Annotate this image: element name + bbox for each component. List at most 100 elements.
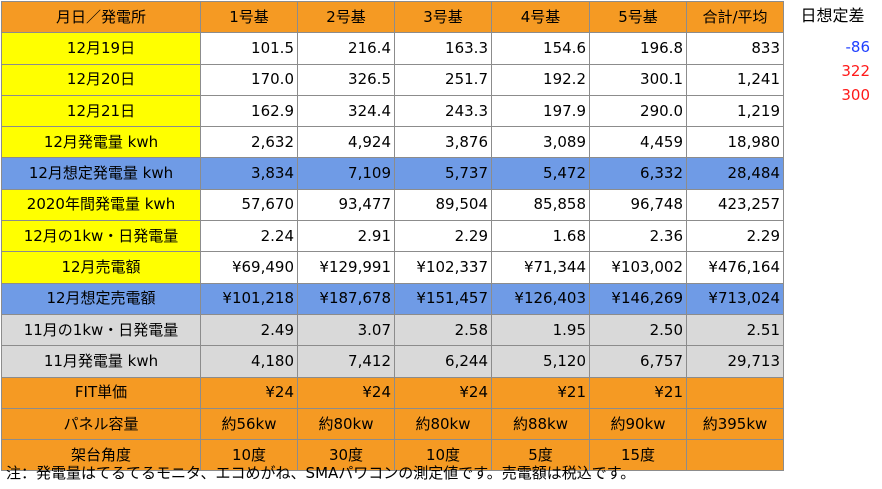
cell-unit-4: 85,858: [491, 188, 590, 222]
cell-unit-4: ¥21: [491, 376, 590, 409]
cell-unit-2: 7,412: [297, 345, 395, 378]
daily-expected-diff-value: 322: [841, 62, 870, 80]
table-row-fit-price: FIT単価 ¥24 ¥24 ¥24 ¥21 ¥21: [1, 376, 784, 409]
cell-unit-1: 57,670: [200, 188, 298, 222]
cell-unit-4: ¥71,344: [491, 251, 590, 284]
cell-unit-3: 10度: [394, 439, 492, 472]
cell-total: 約395kw: [686, 407, 784, 441]
table-row-mount-angle: 架台角度 10度 30度 10度 5度 15度: [1, 439, 784, 472]
cell-unit-5: 290.0: [589, 94, 687, 128]
cell-unit-3: 2.58: [394, 313, 492, 347]
cell-total: 2.29: [686, 220, 784, 253]
table-row-dec21: 12月21日 162.9 324.4 243.3 197.9 290.0 1,2…: [1, 94, 784, 128]
row-label: 11月の1kw・日発電量: [1, 313, 201, 347]
cell-unit-3: 6,244: [394, 345, 492, 378]
cell-unit-1: 2.49: [200, 313, 298, 347]
cell-unit-1: 4,180: [200, 345, 298, 378]
cell-total: [686, 376, 784, 409]
cell-unit-1: ¥24: [200, 376, 298, 409]
header-unit-3: 3号基: [394, 0, 492, 34]
cell-unit-2: 約80kw: [297, 407, 395, 441]
table-row-panel-capacity: パネル容量 約56kw 約80kw 約80kw 約88kw 約90kw 約395…: [1, 407, 784, 441]
cell-unit-5: 約90kw: [589, 407, 687, 441]
cell-unit-4: 192.2: [491, 63, 590, 96]
row-label: 12月発電量 kwh: [1, 126, 201, 159]
table-row-dec-sales: 12月売電額 ¥69,490 ¥129,991 ¥102,337 ¥71,344…: [1, 251, 784, 284]
cell-total: 18,980: [686, 126, 784, 159]
cell-unit-2: 4,924: [297, 126, 395, 159]
row-label: 12月20日: [1, 63, 201, 96]
cell-unit-3: ¥24: [394, 376, 492, 409]
table-header-row: 月日／発電所 1号基 2号基 3号基 4号基 5号基 合計/平均: [1, 0, 784, 34]
header-unit-4: 4号基: [491, 0, 590, 34]
daily-expected-diff-value: -86: [845, 38, 871, 56]
cell-unit-1: 約56kw: [200, 407, 298, 441]
table-row-dec20: 12月20日 170.0 326.5 251.7 192.2 300.1 1,2…: [1, 63, 784, 96]
cell-unit-5: 300.1: [589, 63, 687, 96]
cell-unit-1: 2,632: [200, 126, 298, 159]
cell-total: 1,241: [686, 63, 784, 96]
row-label: 2020年間発電量 kwh: [1, 188, 201, 222]
row-label: 11月発電量 kwh: [1, 345, 201, 378]
cell-total: ¥476,164: [686, 251, 784, 284]
cell-unit-2: 30度: [297, 439, 395, 472]
table-row-nov-generation: 11月発電量 kwh 4,180 7,412 6,244 5,120 6,757…: [1, 345, 784, 378]
cell-unit-4: 5,472: [491, 157, 590, 190]
cell-unit-4: 5度: [491, 439, 590, 472]
cell-unit-3: 約80kw: [394, 407, 492, 441]
table-row-dec19: 12月19日 101.5 216.4 163.3 154.6 196.8 833: [1, 32, 784, 65]
cell-unit-5: 96,748: [589, 188, 687, 222]
row-label: 12月売電額: [1, 251, 201, 284]
cell-unit-4: 約88kw: [491, 407, 590, 441]
cell-unit-1: ¥101,218: [200, 282, 298, 315]
cell-unit-5: 4,459: [589, 126, 687, 159]
cell-unit-2: 93,477: [297, 188, 395, 222]
header-unit-2: 2号基: [297, 0, 395, 34]
cell-total: 29,713: [686, 345, 784, 378]
cell-unit-2: 7,109: [297, 157, 395, 190]
cell-unit-1: 2.24: [200, 220, 298, 253]
cell-unit-3: 251.7: [394, 63, 492, 96]
cell-unit-1: ¥69,490: [200, 251, 298, 284]
table-row-dec-expected-sales: 12月想定売電額 ¥101,218 ¥187,678 ¥151,457 ¥126…: [1, 282, 784, 315]
cell-unit-3: 163.3: [394, 32, 492, 65]
cell-unit-3: 5,737: [394, 157, 492, 190]
header-unit-5: 5号基: [589, 0, 687, 34]
row-label: パネル容量: [1, 407, 201, 441]
table-row-annual-generation: 2020年間発電量 kwh 57,670 93,477 89,504 85,85…: [1, 188, 784, 222]
cell-total: 28,484: [686, 157, 784, 190]
row-label: 12月想定売電額: [1, 282, 201, 315]
cell-unit-1: 3,834: [200, 157, 298, 190]
daily-expected-diff-header: 日想定差: [800, 6, 865, 25]
table-row-dec-expected-generation: 12月想定発電量 kwh 3,834 7,109 5,737 5,472 6,3…: [1, 157, 784, 190]
cell-unit-5: 2.36: [589, 220, 687, 253]
cell-unit-2: 326.5: [297, 63, 395, 96]
cell-total: 423,257: [686, 188, 784, 222]
cell-unit-3: ¥151,457: [394, 282, 492, 315]
cell-unit-4: ¥126,403: [491, 282, 590, 315]
cell-unit-5: ¥103,002: [589, 251, 687, 284]
header-total-average: 合計/平均: [686, 0, 784, 34]
table-row-dec-per-kw-day: 12月の1kw・日発電量 2.24 2.91 2.29 1.68 2.36 2.…: [1, 220, 784, 253]
cell-unit-4: 5,120: [491, 345, 590, 378]
row-label: FIT単価: [1, 376, 201, 409]
cell-unit-5: 196.8: [589, 32, 687, 65]
cell-total: [686, 439, 784, 472]
cell-unit-4: 1.68: [491, 220, 590, 253]
cell-unit-3: 2.29: [394, 220, 492, 253]
footnote: 注：発電量はてるてるモニタ、エコめがね、SMAパワコンの測定値です。売電額は税込…: [6, 464, 636, 482]
cell-unit-3: ¥102,337: [394, 251, 492, 284]
cell-unit-3: 89,504: [394, 188, 492, 222]
cell-unit-2: ¥24: [297, 376, 395, 409]
cell-unit-2: ¥187,678: [297, 282, 395, 315]
cell-unit-1: 162.9: [200, 94, 298, 128]
cell-unit-2: ¥129,991: [297, 251, 395, 284]
header-date-station: 月日／発電所: [1, 0, 201, 34]
cell-unit-5: 15度: [589, 439, 687, 472]
table-row-nov-per-kw-day: 11月の1kw・日発電量 2.49 3.07 2.58 1.95 2.50 2.…: [1, 313, 784, 347]
cell-unit-5: 6,332: [589, 157, 687, 190]
cell-unit-2: 3.07: [297, 313, 395, 347]
cell-unit-4: 1.95: [491, 313, 590, 347]
row-label: 12月想定発電量 kwh: [1, 157, 201, 190]
cell-unit-5: 6,757: [589, 345, 687, 378]
